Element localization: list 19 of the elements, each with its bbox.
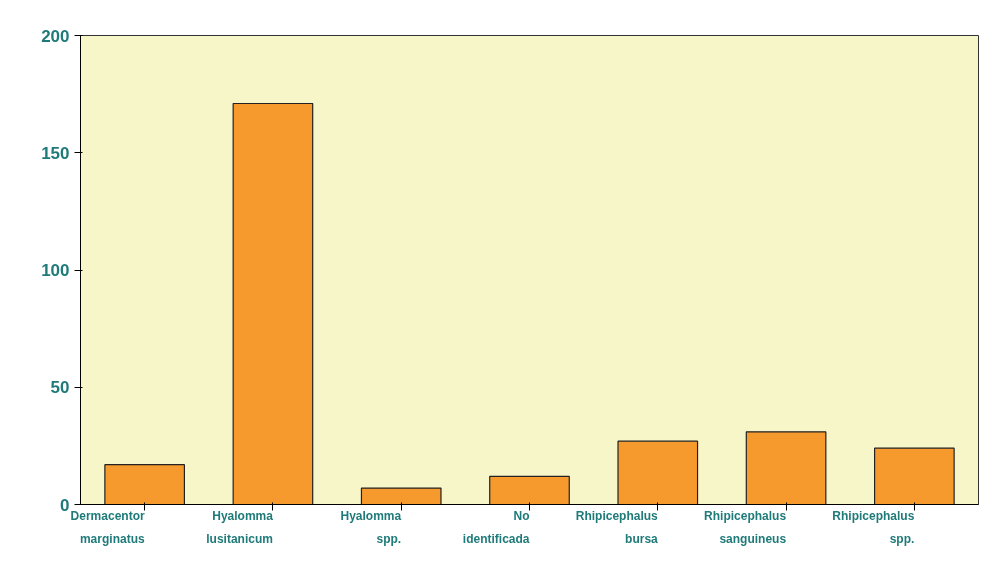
bar	[104, 464, 186, 505]
y-tick-label: 200	[41, 26, 70, 46]
bar	[873, 447, 955, 505]
category-label: Dermacentor marginatus	[70, 508, 145, 546]
y-tick-label: 100	[41, 261, 70, 280]
bar	[617, 440, 699, 505]
category-label: Rhipicephalus sanguineus	[704, 508, 787, 546]
category-label: Rhipicephalus spp.	[832, 508, 915, 546]
category-label: Hyalomma lusitanicum	[206, 508, 273, 546]
category-label: No identificada	[462, 508, 530, 546]
y-tick-label: 0	[60, 495, 70, 515]
y-tick-label: 50	[50, 378, 70, 398]
bar	[232, 102, 314, 505]
y-tick-label: 150	[41, 143, 70, 163]
category-label: Hyalomma spp.	[340, 508, 402, 546]
bar	[745, 431, 827, 505]
category-label: Rhipicephalus bursa	[575, 508, 658, 546]
bar	[360, 487, 442, 505]
bar	[489, 475, 570, 505]
